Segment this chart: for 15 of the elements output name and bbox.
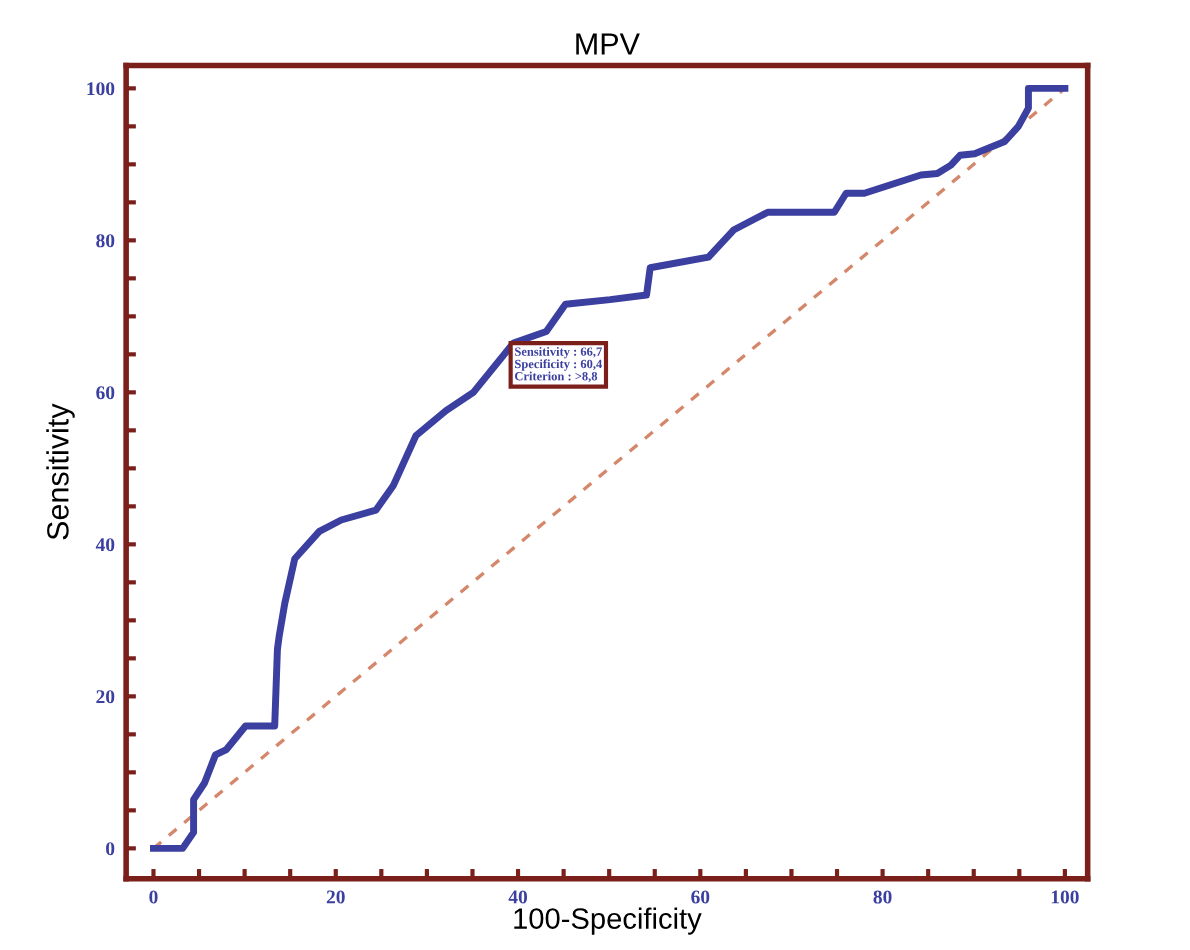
x-tick-label: 20 xyxy=(326,890,345,904)
x-axis-title: 100-Specificity xyxy=(514,907,702,935)
y-tick-label: 100 xyxy=(87,82,115,96)
x-tick-label: 40 xyxy=(508,890,528,904)
x-tick-label: 100 xyxy=(1051,890,1079,904)
x-tick-label: 60 xyxy=(691,890,710,904)
x-tick-label: 0 xyxy=(149,890,158,904)
y-tick-label: 20 xyxy=(96,690,115,704)
y-axis-title: Sensitivity xyxy=(46,403,75,540)
chart-title: MPV xyxy=(576,33,640,55)
x-tick-label: 80 xyxy=(873,890,892,904)
y-tick-label: 80 xyxy=(96,234,115,248)
y-tick-label: 0 xyxy=(106,842,115,856)
y-tick-label: 60 xyxy=(96,386,115,400)
y-tick-label: 40 xyxy=(95,538,115,552)
